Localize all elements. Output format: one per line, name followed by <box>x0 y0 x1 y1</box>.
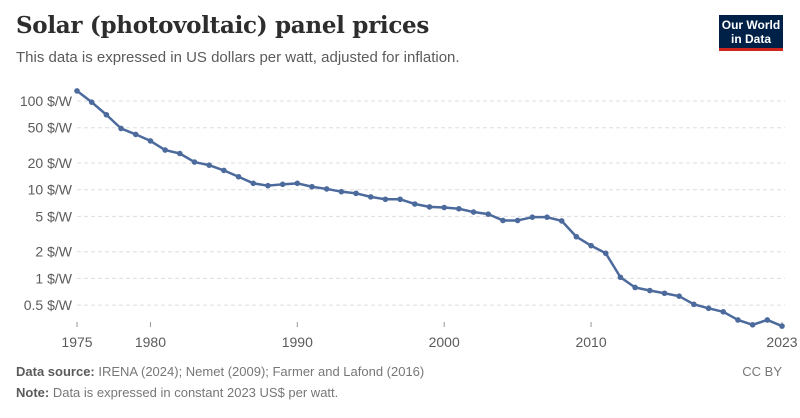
data-point[interactable] <box>456 205 462 212</box>
x-tick-label: 1980 <box>135 334 166 350</box>
y-tick-label: 5 $/W <box>35 208 72 224</box>
data-point[interactable] <box>191 159 198 165</box>
data-point[interactable] <box>88 99 95 105</box>
license-link[interactable]: CC BY <box>742 364 782 379</box>
data-point[interactable] <box>602 250 609 257</box>
data-point[interactable] <box>588 242 594 249</box>
x-tick-label: 1990 <box>282 334 313 350</box>
data-point[interactable] <box>647 287 653 294</box>
y-tick-label: 0.5 $/W <box>24 297 73 313</box>
owid-logo[interactable]: Our World in Data <box>719 15 783 51</box>
data-point[interactable] <box>426 204 433 210</box>
x-tick-label: 2000 <box>429 334 460 350</box>
data-point[interactable] <box>470 209 477 215</box>
data-point[interactable] <box>705 305 712 312</box>
data-source-text: IRENA (2024); Nemet (2009); Farmer and L… <box>94 364 425 379</box>
data-point[interactable] <box>118 125 124 132</box>
data-point[interactable] <box>485 211 492 217</box>
y-tick-label: 2 $/W <box>35 244 72 260</box>
data-point[interactable] <box>103 111 110 118</box>
note-label: Note: <box>16 385 50 400</box>
data-point[interactable] <box>323 186 330 192</box>
data-point[interactable] <box>74 88 80 94</box>
x-tick-label: 2023 <box>766 334 797 350</box>
data-point[interactable] <box>779 323 785 329</box>
data-point[interactable] <box>661 290 668 297</box>
data-point[interactable] <box>514 217 521 224</box>
y-tick-label: 100 $/W <box>20 93 73 109</box>
data-point[interactable] <box>544 214 550 220</box>
y-tick-label: 20 $/W <box>28 155 73 171</box>
data-point[interactable] <box>279 181 286 188</box>
x-tick-label: 2010 <box>575 334 606 350</box>
gridlines <box>77 100 785 306</box>
series <box>74 88 785 329</box>
data-point[interactable] <box>250 180 257 187</box>
data-point[interactable] <box>309 183 315 190</box>
data-point[interactable] <box>353 190 359 197</box>
data-point[interactable] <box>338 188 345 195</box>
data-source: Data source: IRENA (2024); Nemet (2009);… <box>16 364 424 379</box>
data-point[interactable] <box>632 284 638 291</box>
data-point[interactable] <box>132 131 139 138</box>
x-axis: 1975 1980 1990 2000 2010 2023 <box>61 322 798 350</box>
data-point[interactable] <box>382 196 389 203</box>
data-point[interactable] <box>764 317 771 323</box>
y-tick-label: 1 $/W <box>35 270 72 286</box>
data-point[interactable] <box>529 214 536 220</box>
data-point[interactable] <box>558 218 565 224</box>
data-point[interactable] <box>749 321 756 328</box>
data-point[interactable] <box>177 150 183 157</box>
data-point[interactable] <box>735 317 741 323</box>
data-point[interactable] <box>162 147 168 153</box>
data-point[interactable] <box>573 233 580 240</box>
y-tick-label: 50 $/W <box>28 120 73 136</box>
data-point[interactable] <box>206 162 212 168</box>
data-point[interactable] <box>294 180 301 187</box>
logo-line-1: Our World <box>721 18 781 32</box>
data-point[interactable] <box>676 293 682 299</box>
data-point[interactable] <box>412 201 418 207</box>
data-point[interactable] <box>720 309 727 315</box>
data-point[interactable] <box>691 301 697 308</box>
y-axis: 100 $/W 50 $/W 20 $/W 10 $/W 5 $/W 2 $/W 1 $/W… <box>20 93 73 313</box>
data-point[interactable] <box>265 182 271 189</box>
y-tick-label: 10 $/W <box>28 182 73 198</box>
data-point[interactable] <box>617 274 624 281</box>
note-text: Data is expressed in constant 2023 US$ p… <box>49 385 339 400</box>
data-point[interactable] <box>221 167 227 174</box>
data-point[interactable] <box>235 173 242 180</box>
data-point[interactable] <box>147 138 154 144</box>
data-point[interactable] <box>397 196 403 203</box>
data-source-label: Data source: <box>16 364 95 379</box>
data-point[interactable] <box>441 204 447 211</box>
data-point[interactable] <box>367 194 374 200</box>
x-tick-label: 1975 <box>61 334 92 350</box>
chart-note: Note: Data is expressed in constant 2023… <box>16 385 338 400</box>
data-point[interactable] <box>500 217 506 224</box>
chart-title: Solar (photovoltaic) panel prices <box>16 12 430 39</box>
logo-line-2: in Data <box>730 32 771 46</box>
chart-subtitle: This data is expressed in US dollars per… <box>16 49 460 66</box>
